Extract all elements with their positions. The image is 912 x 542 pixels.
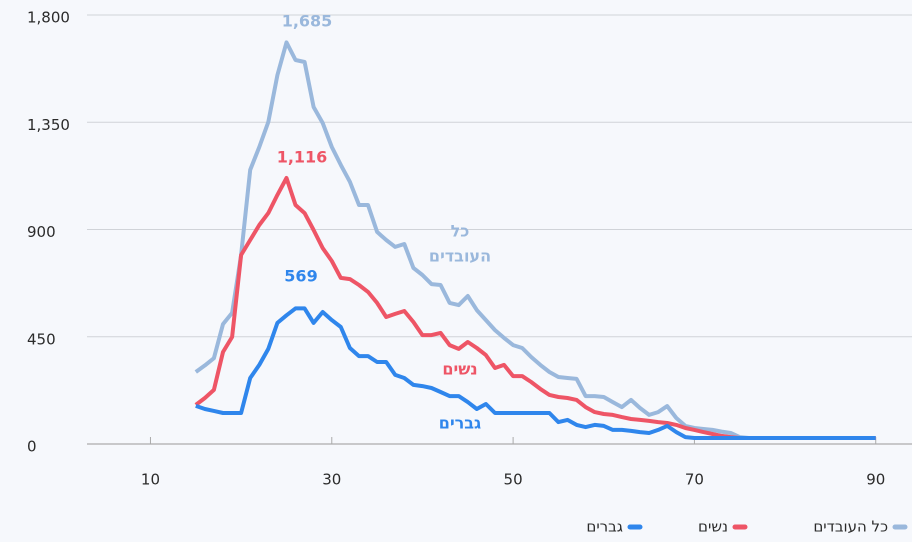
x-tick-label: 10 bbox=[141, 471, 160, 489]
legend-label: גברים bbox=[586, 518, 623, 536]
annotation: גברים bbox=[439, 414, 481, 433]
y-tick-label: 450 bbox=[27, 330, 56, 348]
y-tick-label: 1,350 bbox=[27, 116, 70, 134]
annotation: כל bbox=[451, 222, 470, 241]
annotation: 1,685 bbox=[282, 12, 333, 31]
x-tick-label: 30 bbox=[322, 471, 341, 489]
series-line bbox=[194, 40, 876, 440]
series-line bbox=[195, 306, 876, 440]
legend-label: כל העובדים bbox=[813, 518, 888, 536]
y-tick-label: 0 bbox=[27, 438, 37, 456]
annotation: 569 bbox=[284, 267, 317, 286]
annotation: העובדים bbox=[429, 247, 491, 266]
x-tick-label: 50 bbox=[504, 471, 523, 489]
annotation: נשים bbox=[442, 360, 477, 379]
y-tick-label: 1,800 bbox=[27, 9, 70, 27]
y-tick-label: 900 bbox=[27, 223, 56, 241]
annotation: 1,116 bbox=[277, 148, 328, 167]
x-tick-label: 70 bbox=[685, 471, 704, 489]
x-tick-label: 90 bbox=[866, 471, 885, 489]
legend-label: נשים bbox=[698, 518, 728, 536]
